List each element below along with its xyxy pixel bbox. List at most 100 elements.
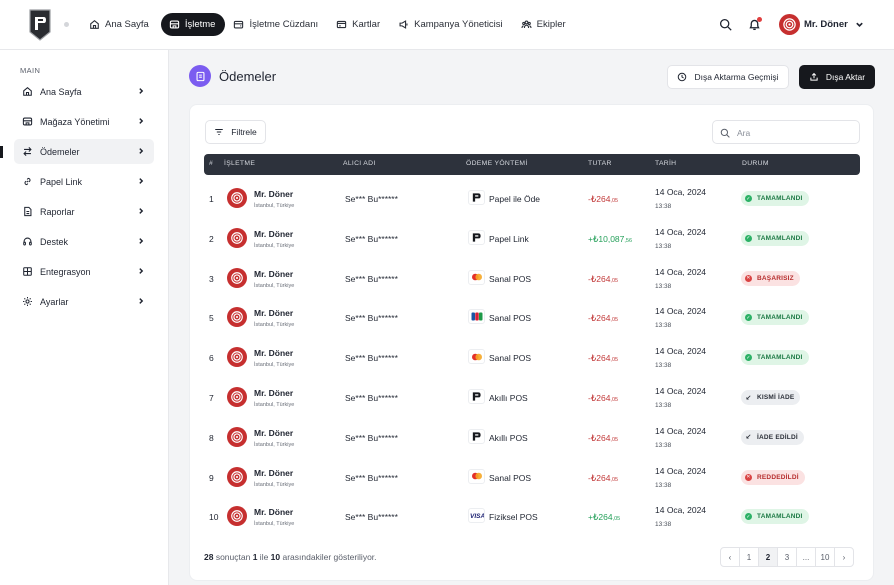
card-icon: [336, 19, 352, 30]
previous-page-button[interactable]: ‹: [720, 547, 740, 567]
amount-value: +₺264: [588, 512, 613, 523]
amount-cents: ,05: [610, 476, 619, 483]
status-badge: ✓ TAMAMLANDI: [741, 230, 809, 246]
row-number: 3: [209, 273, 214, 284]
search-icon[interactable]: [719, 18, 732, 31]
sidebar-item-6[interactable]: Entegrasyon: [14, 259, 154, 284]
row-number: 7: [209, 393, 214, 403]
column-header-recipient: ALICI ADI: [343, 160, 376, 167]
headset-icon: [22, 236, 33, 247]
total-count: 28: [204, 552, 214, 562]
time: 13:38: [655, 521, 672, 529]
status-label: TAMAMLANDI: [757, 513, 803, 521]
next-page-button[interactable]: ›: [834, 547, 854, 567]
brand-logo[interactable]: [28, 8, 52, 42]
sidebar-item-label: Ödemeler: [40, 146, 80, 157]
user-menu[interactable]: Mr. Döner: [779, 14, 864, 35]
status-label: REDDEDİLDİ: [757, 473, 799, 481]
recipient-name: Se*** Bu******: [345, 393, 398, 403]
sidebar-item-2[interactable]: Ödemeler: [14, 139, 154, 164]
table-row[interactable]: 5 Mr. Döner İstanbul, Türkiye Se*** Bu*****…: [204, 298, 860, 338]
page-button[interactable]: 1: [739, 547, 759, 567]
amount-cents: ,05: [610, 277, 619, 284]
amount: -₺264,05: [588, 393, 618, 404]
payment-method: Papel ile Öde: [489, 194, 541, 204]
nav-item-4[interactable]: Kampanya Yöneticisi: [392, 13, 513, 36]
sidebar-item-4[interactable]: Raporlar: [14, 199, 154, 224]
table-row[interactable]: 9 Mr. Döner İstanbul, Türkiye Se*** Bu*****…: [204, 458, 860, 498]
filter-button[interactable]: Filtrele: [205, 120, 266, 144]
business-avatar: [227, 387, 247, 407]
table-row[interactable]: 8 Mr. Döner İstanbul, Türkiye Se*** Bu*****…: [204, 418, 860, 458]
status-label: TAMAMLANDI: [757, 354, 803, 362]
amount-value: -₺264: [588, 432, 611, 443]
amount: -₺264,05: [588, 473, 618, 484]
separator-dot: [64, 22, 69, 27]
recipient-name: Se*** Bu******: [345, 194, 398, 204]
nav-item-3[interactable]: Kartlar: [330, 13, 390, 36]
sidebar-item-label: Papel Link: [40, 176, 83, 187]
date: 14 Oca, 2024: [655, 386, 707, 396]
date: 14 Oca, 2024: [655, 465, 707, 476]
sidebar-item-5[interactable]: Destek: [14, 229, 154, 254]
row-number: 8: [209, 432, 214, 443]
amount-value: -₺264: [588, 313, 611, 324]
page-button[interactable]: 3: [777, 547, 797, 567]
nav-item-label: Kampanya Yöneticisi: [414, 19, 503, 30]
nav-item-5[interactable]: Ekipler: [515, 13, 576, 36]
recipient-name: Se*** Bu******: [345, 472, 398, 483]
sidebar-item-1[interactable]: Mağaza Yönetimi: [14, 109, 154, 134]
page-header: Ödemeler: [189, 65, 276, 87]
amount-cents: ,05: [610, 317, 619, 324]
payment-method: Sanal POS: [489, 313, 532, 324]
recipient-name: Se*** Bu******: [345, 353, 398, 364]
business-location: İstanbul, Türkiye: [254, 282, 295, 289]
chevron-right-icon: [137, 297, 145, 305]
amount-value: -₺264: [588, 472, 611, 483]
amount-cents: ,56: [624, 237, 633, 244]
page-ellipsis: ...: [796, 547, 816, 567]
range-end: 10: [270, 552, 281, 562]
sidebar-item-0[interactable]: Ana Sayfa: [14, 79, 154, 104]
table-row[interactable]: 3 Mr. Döner İstanbul, Türkiye Se*** Bu*****…: [204, 259, 860, 299]
sidebar-item-3[interactable]: Papel Link: [14, 169, 154, 194]
column-header-number: #: [209, 160, 214, 167]
nav-item-1[interactable]: İşletme: [160, 13, 226, 36]
clock-icon: [678, 72, 687, 82]
export-button[interactable]: Dışa Aktar: [799, 65, 875, 89]
amount-value: +₺10,087: [588, 233, 625, 244]
business-name: Mr. Döner: [254, 189, 294, 199]
page-button[interactable]: 10: [815, 547, 835, 567]
business-name: Mr. Döner: [254, 268, 294, 279]
time: 13:38: [655, 481, 672, 489]
chevron-right-icon: [137, 267, 145, 275]
nav-item-2[interactable]: İşletme Cüzdanı: [227, 13, 328, 36]
amount-value: -₺264: [588, 393, 611, 403]
status-icon: ✕: [745, 274, 752, 282]
table-row[interactable]: 6 Mr. Döner İstanbul, Türkiye Se*** Bu*****…: [204, 338, 860, 378]
search-box: [712, 120, 860, 144]
status-icon: ↙: [745, 434, 752, 442]
business-name: Mr. Döner: [254, 427, 294, 438]
date: 14 Oca, 2024: [655, 226, 707, 237]
export-history-button[interactable]: Dışa Aktarma Geçmişi: [667, 65, 789, 89]
sidebar-section-title: MAIN: [20, 66, 41, 75]
table-row[interactable]: 2 Mr. Döner İstanbul, Türkiye Se*** Bu*****…: [204, 219, 860, 259]
nav-item-0[interactable]: Ana Sayfa: [83, 13, 159, 36]
status-badge: ↙ KISMİ İADE: [741, 390, 801, 405]
status-label: TAMAMLANDI: [757, 314, 803, 322]
amount-cents: ,05: [610, 198, 619, 204]
page-button[interactable]: 2: [758, 547, 778, 567]
search-input[interactable]: [737, 125, 855, 140]
sidebar-item-label: Raporlar: [40, 206, 75, 217]
table-row[interactable]: 10 Mr. Döner İstanbul, Türkiye Se*** Bu****…: [204, 497, 860, 537]
recipient-name: Se*** Bu******: [345, 432, 398, 443]
team-icon: [521, 19, 537, 30]
business-location: İstanbul, Türkiye: [254, 362, 295, 369]
table-row[interactable]: 7 Mr. Döner İstanbul, Türkiye Se*** Bu*****…: [204, 378, 860, 418]
recipient-name: Se*** Bu******: [345, 233, 398, 244]
sidebar-item-7[interactable]: Ayarlar: [14, 289, 154, 314]
table-row[interactable]: 1 Mr. Döner İstanbul, Türkiye Se*** Bu*****…: [204, 179, 860, 219]
nav-item-label: Kartlar: [352, 19, 381, 30]
notification-bell-icon[interactable]: [748, 17, 762, 31]
